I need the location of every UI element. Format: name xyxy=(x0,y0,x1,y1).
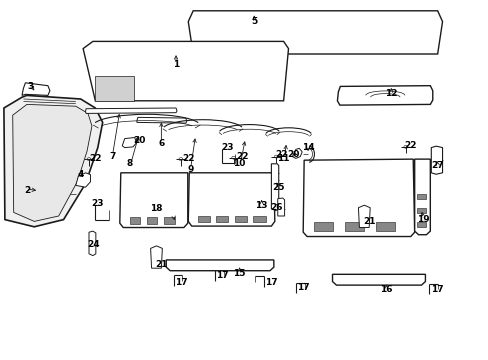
Text: 24: 24 xyxy=(87,240,100,249)
Bar xyxy=(234,216,246,222)
Bar xyxy=(216,216,228,222)
Text: 6: 6 xyxy=(158,139,164,148)
Text: 22: 22 xyxy=(274,150,287,159)
Text: 4: 4 xyxy=(77,170,84,179)
Text: 22: 22 xyxy=(89,154,102,163)
Text: 22: 22 xyxy=(404,141,416,150)
Polygon shape xyxy=(271,164,278,211)
Bar xyxy=(416,194,425,199)
Text: 3: 3 xyxy=(27,82,33,91)
Text: 23: 23 xyxy=(91,199,104,208)
Polygon shape xyxy=(85,108,177,113)
Polygon shape xyxy=(430,146,442,174)
Text: 1: 1 xyxy=(173,60,179,69)
Text: 5: 5 xyxy=(251,17,257,26)
Text: 19: 19 xyxy=(416,215,428,224)
Polygon shape xyxy=(89,231,96,256)
Text: 12: 12 xyxy=(384,89,397,98)
Polygon shape xyxy=(277,198,284,216)
Text: 17: 17 xyxy=(430,285,443,294)
Polygon shape xyxy=(166,260,273,271)
Polygon shape xyxy=(358,205,369,228)
Text: 7: 7 xyxy=(109,152,116,161)
Text: 11: 11 xyxy=(277,154,289,163)
Polygon shape xyxy=(188,173,274,226)
Text: 9: 9 xyxy=(187,165,194,174)
Text: 25: 25 xyxy=(272,183,285,192)
Polygon shape xyxy=(95,76,134,101)
Polygon shape xyxy=(83,41,288,101)
Text: 10: 10 xyxy=(233,159,245,168)
Polygon shape xyxy=(13,104,92,221)
Text: 2: 2 xyxy=(24,186,30,195)
Text: 13: 13 xyxy=(255,201,267,210)
Bar xyxy=(416,208,425,213)
Bar xyxy=(129,217,140,224)
Polygon shape xyxy=(303,159,414,237)
Polygon shape xyxy=(76,173,90,187)
Text: 23: 23 xyxy=(221,143,233,152)
Polygon shape xyxy=(150,246,162,268)
Polygon shape xyxy=(4,95,102,227)
Text: 20: 20 xyxy=(286,150,299,159)
Text: 16: 16 xyxy=(379,285,392,294)
Text: 21: 21 xyxy=(362,217,375,226)
Bar xyxy=(375,222,394,231)
Polygon shape xyxy=(120,173,187,228)
Bar xyxy=(253,216,265,222)
Polygon shape xyxy=(122,138,137,148)
Bar xyxy=(416,222,425,227)
Bar xyxy=(146,217,157,224)
Bar xyxy=(197,216,209,222)
Text: 21: 21 xyxy=(155,260,167,269)
Text: 22: 22 xyxy=(235,152,248,161)
Text: 17: 17 xyxy=(296,284,309,292)
Bar xyxy=(163,217,174,224)
Text: 17: 17 xyxy=(264,278,277,287)
Text: 27: 27 xyxy=(430,161,443,170)
Text: 15: 15 xyxy=(233,269,245,278)
Polygon shape xyxy=(188,11,442,54)
Text: 8: 8 xyxy=(126,159,132,168)
Polygon shape xyxy=(22,83,50,95)
Text: 20: 20 xyxy=(133,136,145,145)
Bar xyxy=(344,222,364,231)
Polygon shape xyxy=(292,148,302,158)
Polygon shape xyxy=(137,117,186,123)
Polygon shape xyxy=(332,274,425,285)
Text: 18: 18 xyxy=(150,204,163,213)
Bar xyxy=(313,222,333,231)
Text: 22: 22 xyxy=(182,154,194,163)
Polygon shape xyxy=(337,86,432,105)
Polygon shape xyxy=(414,159,429,235)
Text: 26: 26 xyxy=(269,202,282,211)
Text: 17: 17 xyxy=(216,271,228,280)
Text: 14: 14 xyxy=(301,143,314,152)
Text: 17: 17 xyxy=(174,278,187,287)
